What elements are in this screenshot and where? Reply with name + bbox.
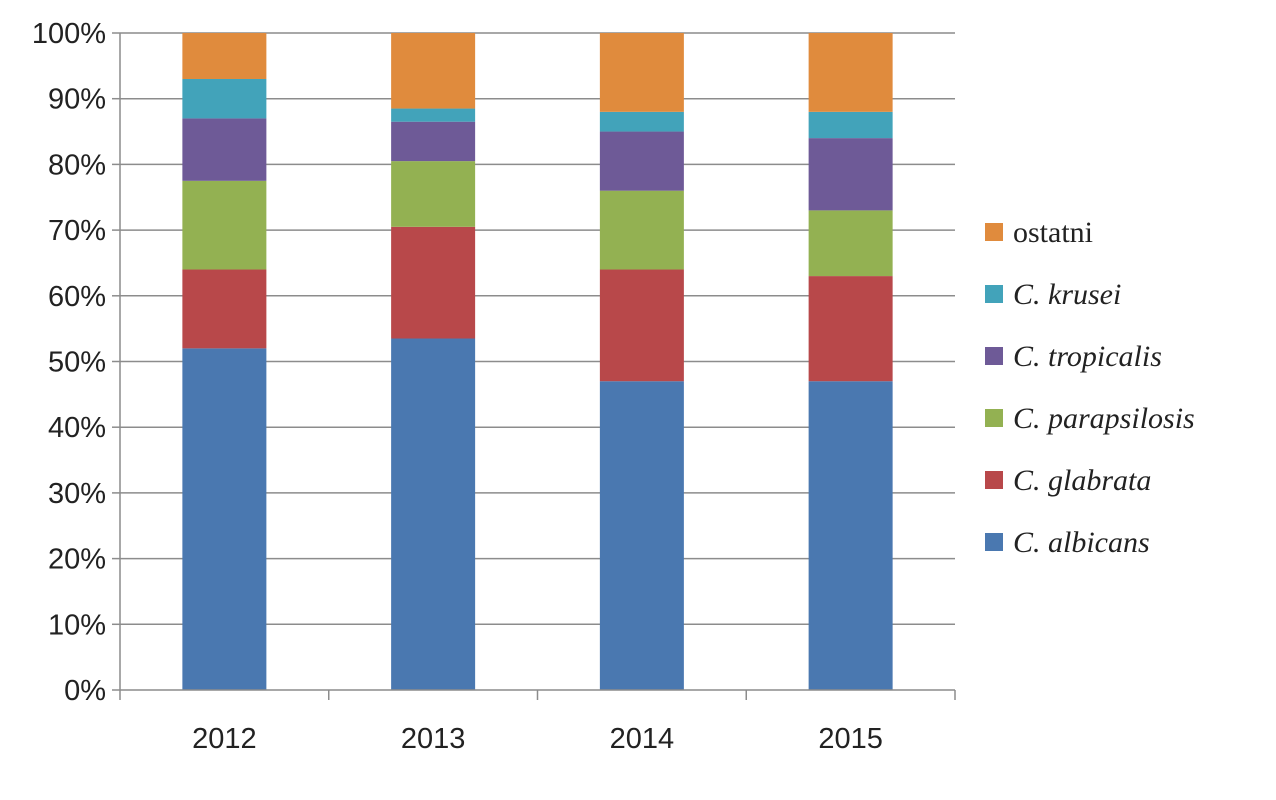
axes [112, 32, 956, 700]
legend-swatch [985, 409, 1003, 427]
y-tick-label: 90% [48, 84, 106, 116]
y-tick-label: 100% [32, 18, 106, 50]
bar-segment [599, 131, 684, 191]
bar-segment [391, 33, 476, 109]
legend-swatch [985, 471, 1003, 489]
y-tick-labels: 0% 10% 20% 30% 40% 50% 60% 70% 80% 90% 100% [32, 18, 106, 707]
bar-segment [599, 33, 684, 112]
x-tick-label: 2014 [610, 723, 675, 755]
legend-label: ostatni [1013, 216, 1093, 249]
legend-label: C. glabrata [1013, 464, 1151, 497]
bar-segment [599, 111, 684, 132]
bar-segment [808, 138, 893, 211]
bar-segment [182, 118, 267, 181]
y-tick-label: 70% [48, 215, 106, 247]
y-tick-label: 20% [48, 544, 106, 576]
legend-label: C. albicans [1013, 526, 1150, 559]
y-tick-label: 50% [48, 347, 106, 379]
legend-label: C. krusei [1013, 278, 1121, 311]
y-tick-label: 60% [48, 281, 106, 313]
y-tick-label: 80% [48, 149, 106, 181]
x-tick-label: 2013 [401, 723, 466, 755]
y-tick-label: 0% [64, 675, 106, 707]
bar-segment [599, 381, 684, 690]
bar-segment [808, 33, 893, 112]
y-tick-label: 30% [48, 478, 106, 510]
bar-segment [808, 276, 893, 382]
bar-segment [808, 381, 893, 690]
bar-segment [808, 111, 893, 139]
legend-swatch [985, 347, 1003, 365]
bar-segment [182, 348, 267, 690]
bar-segment [391, 121, 476, 162]
bar-segment [182, 180, 267, 270]
bar-segment [391, 161, 476, 227]
x-tick-labels: 2012 2013 2014 2015 [192, 723, 883, 755]
bar-segment [182, 269, 267, 349]
legend-label: C. parapsilosis [1013, 402, 1195, 435]
bar-segment [182, 78, 267, 119]
bar-segment [391, 226, 476, 339]
bar-segment [391, 338, 476, 690]
legend-swatch [985, 533, 1003, 551]
bar-segment [808, 210, 893, 277]
bar-segment [599, 190, 684, 270]
y-tick-label: 40% [48, 412, 106, 444]
bar-segment [182, 33, 267, 79]
x-tick-label: 2015 [818, 723, 883, 755]
bar-segment [599, 269, 684, 382]
legend-swatch [985, 285, 1003, 303]
legend-label: C. tropicalis [1013, 340, 1162, 373]
legend-swatch [985, 223, 1003, 241]
bars [182, 33, 893, 690]
x-tick-label: 2012 [192, 723, 257, 755]
legend: ostatni C. krusei C. tropicalis C. parapsil… [985, 216, 1195, 559]
y-tick-label: 10% [48, 609, 106, 641]
bar-segment [391, 108, 476, 122]
